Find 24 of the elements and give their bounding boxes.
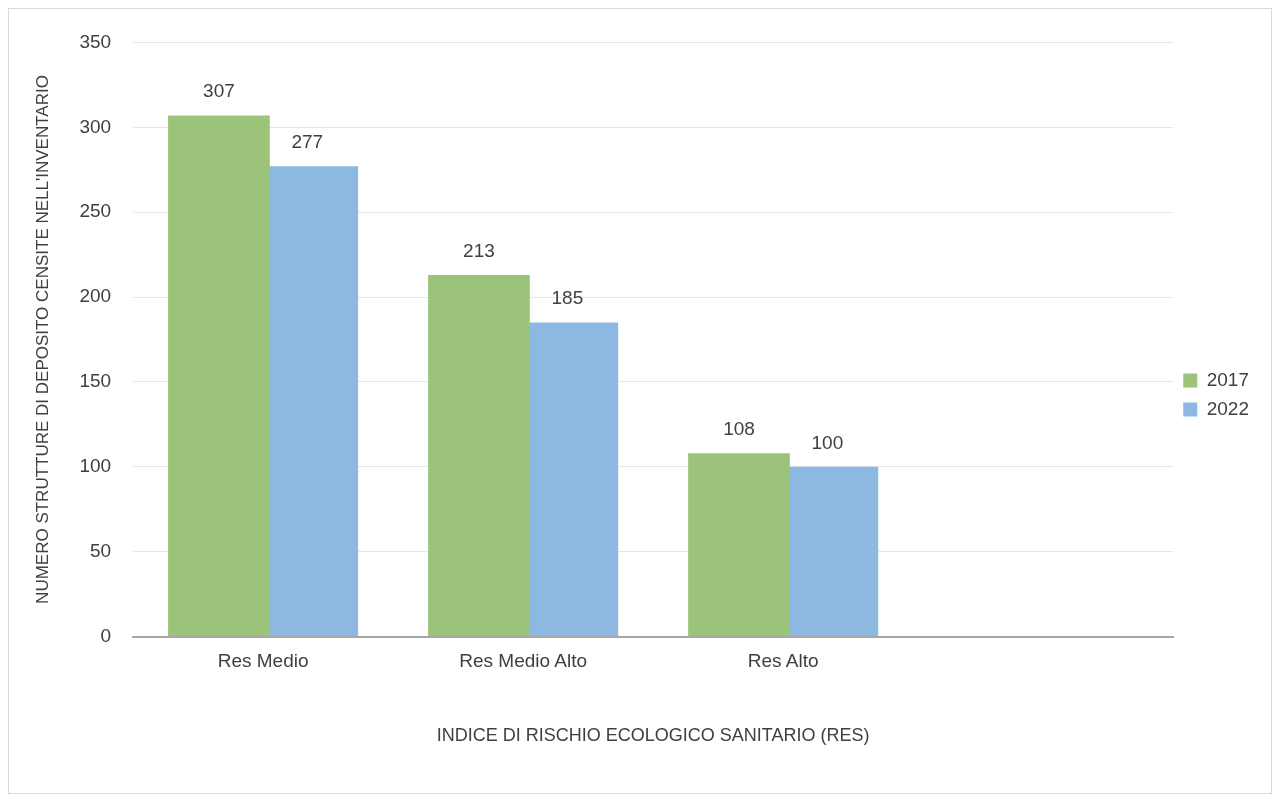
data-label: 108 xyxy=(723,417,755,439)
data-label: 213 xyxy=(463,239,495,261)
x-tick-label: Res Medio Alto xyxy=(459,650,588,672)
y-tick-label: 350 xyxy=(79,30,112,52)
x-axis-title: INDICE DI RISCHIO ECOLOGICO SANITARIO (RES) xyxy=(436,725,870,746)
y-tick-label: 50 xyxy=(89,539,112,561)
y-tick-label: 200 xyxy=(79,285,112,307)
y-axis-title: NUMERO STRUTTURE DI DEPOSITO CENSITE NELL'INVENTARIO xyxy=(32,75,52,604)
data-label: 185 xyxy=(551,287,584,309)
data-label: 277 xyxy=(291,131,324,153)
bar xyxy=(428,274,530,637)
data-label: 307 xyxy=(203,80,235,102)
bar xyxy=(688,453,790,637)
y-tick-label: 100 xyxy=(79,455,112,477)
x-tick-label: Res Medio xyxy=(217,650,309,672)
data-label: 100 xyxy=(811,431,844,453)
y-tick-label: 300 xyxy=(79,115,112,137)
legend-label: 2017 xyxy=(1206,368,1250,390)
x-tick-label: Res Alto xyxy=(747,650,819,672)
legend-label: 2022 xyxy=(1206,397,1250,419)
bar xyxy=(168,115,270,637)
y-tick-label: 250 xyxy=(79,200,112,222)
y-tick-label: 150 xyxy=(79,370,112,392)
y-tick-label: 0 xyxy=(100,624,112,646)
